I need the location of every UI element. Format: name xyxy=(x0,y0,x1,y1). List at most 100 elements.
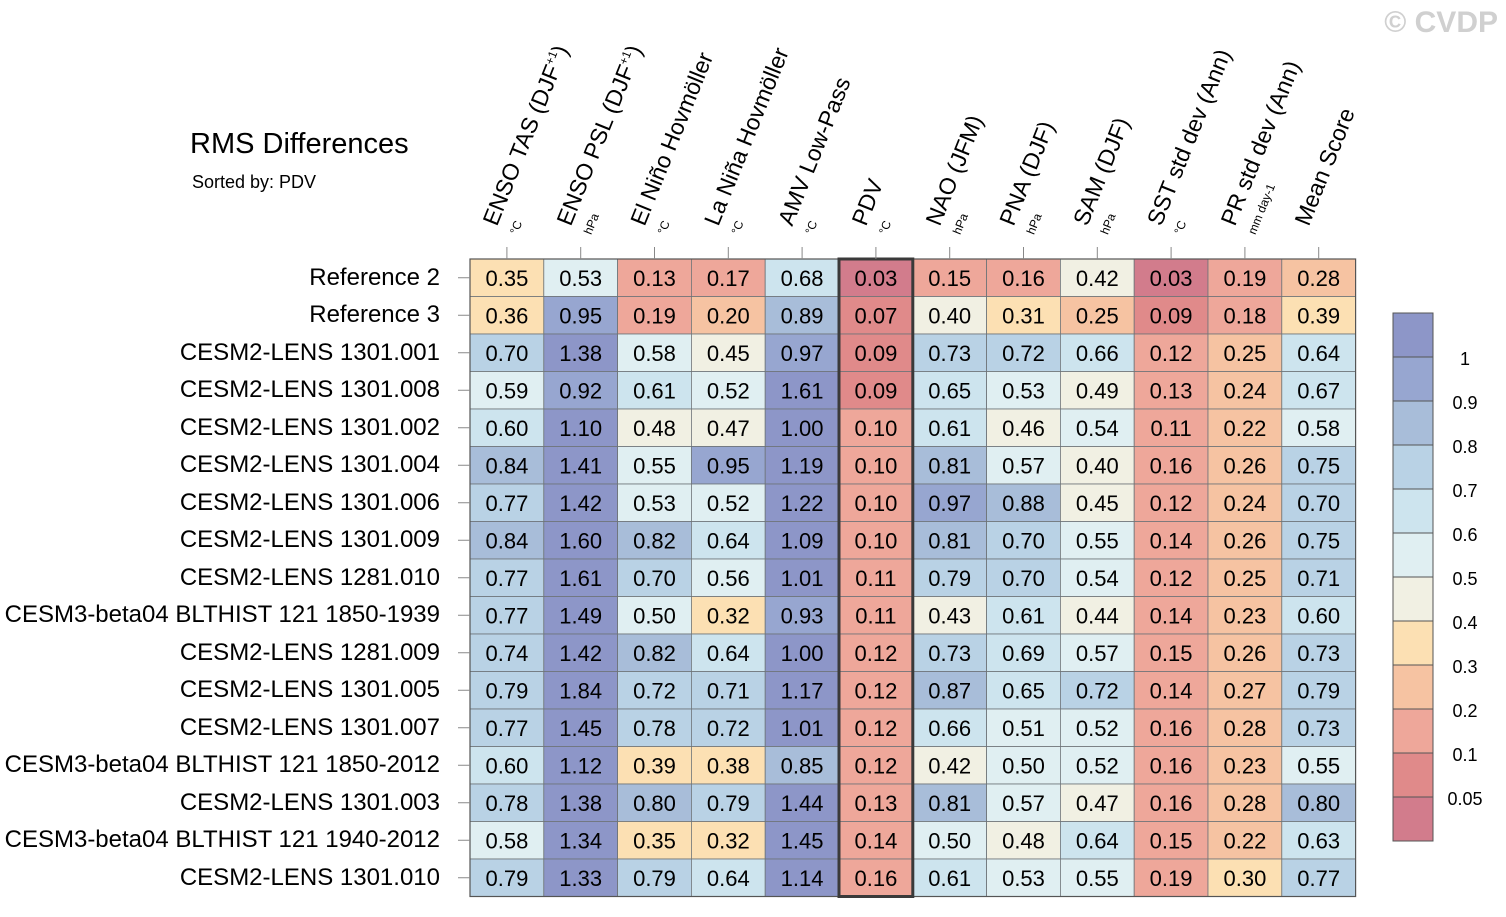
colorbar-segment xyxy=(1393,489,1433,533)
heatmap-cell xyxy=(764,746,840,785)
colorbar-segment xyxy=(1393,401,1433,445)
cell-value: 0.55 xyxy=(1076,866,1119,891)
cell-value: 0.70 xyxy=(1297,491,1340,516)
heatmap-cell xyxy=(1060,558,1135,597)
cell-value: 1.00 xyxy=(781,416,824,441)
cell-value: 1.60 xyxy=(559,528,602,553)
heatmap-cell xyxy=(764,333,840,372)
cell-value: 0.81 xyxy=(928,453,971,478)
cell-value: 0.82 xyxy=(633,528,676,553)
cell-value: 1.22 xyxy=(781,491,824,516)
column-unit: hPa xyxy=(950,211,971,236)
cell-value: 1.61 xyxy=(559,566,602,591)
cell-value: 0.25 xyxy=(1223,566,1266,591)
cell-value: 0.16 xyxy=(1150,791,1193,816)
cell-value: 1.17 xyxy=(781,678,824,703)
cell-value: 0.93 xyxy=(781,603,824,628)
cell-value: 0.72 xyxy=(1076,678,1119,703)
colorbar-label: 0.3 xyxy=(1452,657,1477,677)
cell-value: 1.38 xyxy=(559,791,602,816)
cell-value: 0.20 xyxy=(707,303,750,328)
cell-value: 1.00 xyxy=(781,641,824,666)
row-label: Reference 2 xyxy=(309,263,440,291)
colorbar-segment xyxy=(1393,357,1433,401)
cell-value: 0.09 xyxy=(1150,303,1193,328)
cell-value: 0.81 xyxy=(928,791,971,816)
colorbar-segment xyxy=(1393,445,1433,489)
chart-subtitle: Sorted by: PDV xyxy=(192,172,317,192)
cell-value: 0.03 xyxy=(1150,266,1193,291)
cell-value: 0.51 xyxy=(1002,716,1045,741)
heatmap-cell xyxy=(617,558,692,597)
cell-value: 0.25 xyxy=(1223,341,1266,366)
cell-value: 0.46 xyxy=(1002,416,1045,441)
heatmap-cell xyxy=(617,783,692,822)
cell-value: 0.10 xyxy=(854,491,897,516)
cell-value: 0.77 xyxy=(485,566,528,591)
heatmap-cell xyxy=(691,333,766,372)
row-label: CESM2-LENS 1301.001 xyxy=(179,338,440,366)
cell-value: 0.12 xyxy=(854,641,897,666)
cell-value: 0.44 xyxy=(1076,603,1119,628)
cell-value: 0.26 xyxy=(1223,641,1266,666)
cell-value: 0.17 xyxy=(707,266,750,291)
heatmap-cell xyxy=(691,783,766,822)
cell-value: 0.12 xyxy=(854,716,897,741)
cell-value: 0.15 xyxy=(1150,641,1193,666)
heatmap-cell xyxy=(617,633,692,672)
colorbar-label: 0.2 xyxy=(1452,701,1477,721)
heatmap-cell xyxy=(617,821,692,860)
cell-value: 1.45 xyxy=(781,828,824,853)
heatmap-cell xyxy=(1060,671,1135,710)
heatmap-cell xyxy=(1281,521,1357,560)
cell-value: 0.73 xyxy=(1297,716,1340,741)
cell-value: 0.50 xyxy=(1002,753,1045,778)
heatmap-cell xyxy=(691,746,766,785)
cell-value: 0.13 xyxy=(633,266,676,291)
cell-value: 0.57 xyxy=(1076,641,1119,666)
cell-value: 0.47 xyxy=(1076,791,1119,816)
heatmap-cell xyxy=(986,783,1061,822)
heatmap-cell xyxy=(1060,633,1135,672)
heatmap-cell xyxy=(764,783,840,822)
row-labels: Reference 2 Reference 3 CESM2-LENS 1301.00… xyxy=(0,0,440,917)
cell-value: 0.87 xyxy=(928,678,971,703)
heatmap-cell xyxy=(912,596,987,635)
cell-value: 0.12 xyxy=(1150,566,1193,591)
heatmap-cell xyxy=(1207,558,1283,597)
heatmap-cell xyxy=(1281,633,1357,672)
cell-value: 0.39 xyxy=(1297,303,1340,328)
row-label: CESM2-LENS 1301.003 xyxy=(179,788,440,816)
heatmap-cell xyxy=(764,521,840,560)
heatmap-cell xyxy=(469,708,545,747)
heatmap-cell xyxy=(1133,596,1209,635)
heatmap-cell xyxy=(838,633,914,672)
row-label: CESM2-LENS 1301.008 xyxy=(179,376,440,404)
cell-value: 1.34 xyxy=(559,828,602,853)
cell-value: 1.33 xyxy=(559,866,602,891)
heatmap-cell xyxy=(543,483,618,522)
cell-value: 0.84 xyxy=(485,453,528,478)
colorbar-label: 0.6 xyxy=(1452,525,1477,545)
heatmap-cell xyxy=(617,333,692,372)
heatmap-cell xyxy=(617,858,692,897)
cell-value: 0.49 xyxy=(1076,378,1119,403)
cell-value: 0.65 xyxy=(928,378,971,403)
heatmap-cell xyxy=(1207,671,1283,710)
cell-value: 0.19 xyxy=(1223,266,1266,291)
cell-value: 0.64 xyxy=(707,866,750,891)
cell-value: 1.38 xyxy=(559,341,602,366)
row-label: CESM3-beta04 BLTHIST 121 1850-2012 xyxy=(4,751,440,779)
cell-value: 0.18 xyxy=(1223,303,1266,328)
cell-value: 0.71 xyxy=(707,678,750,703)
heatmap-cell xyxy=(764,821,840,860)
cell-value: 0.67 xyxy=(1297,378,1340,403)
heatmap-cell xyxy=(1133,746,1209,785)
cell-value: 0.10 xyxy=(854,528,897,553)
column-unit: °C xyxy=(876,218,894,236)
row-label: CESM2-LENS 1301.009 xyxy=(179,526,440,554)
heatmap-cell xyxy=(469,671,545,710)
heatmap-cell xyxy=(617,746,692,785)
heatmap-cell xyxy=(691,521,766,560)
